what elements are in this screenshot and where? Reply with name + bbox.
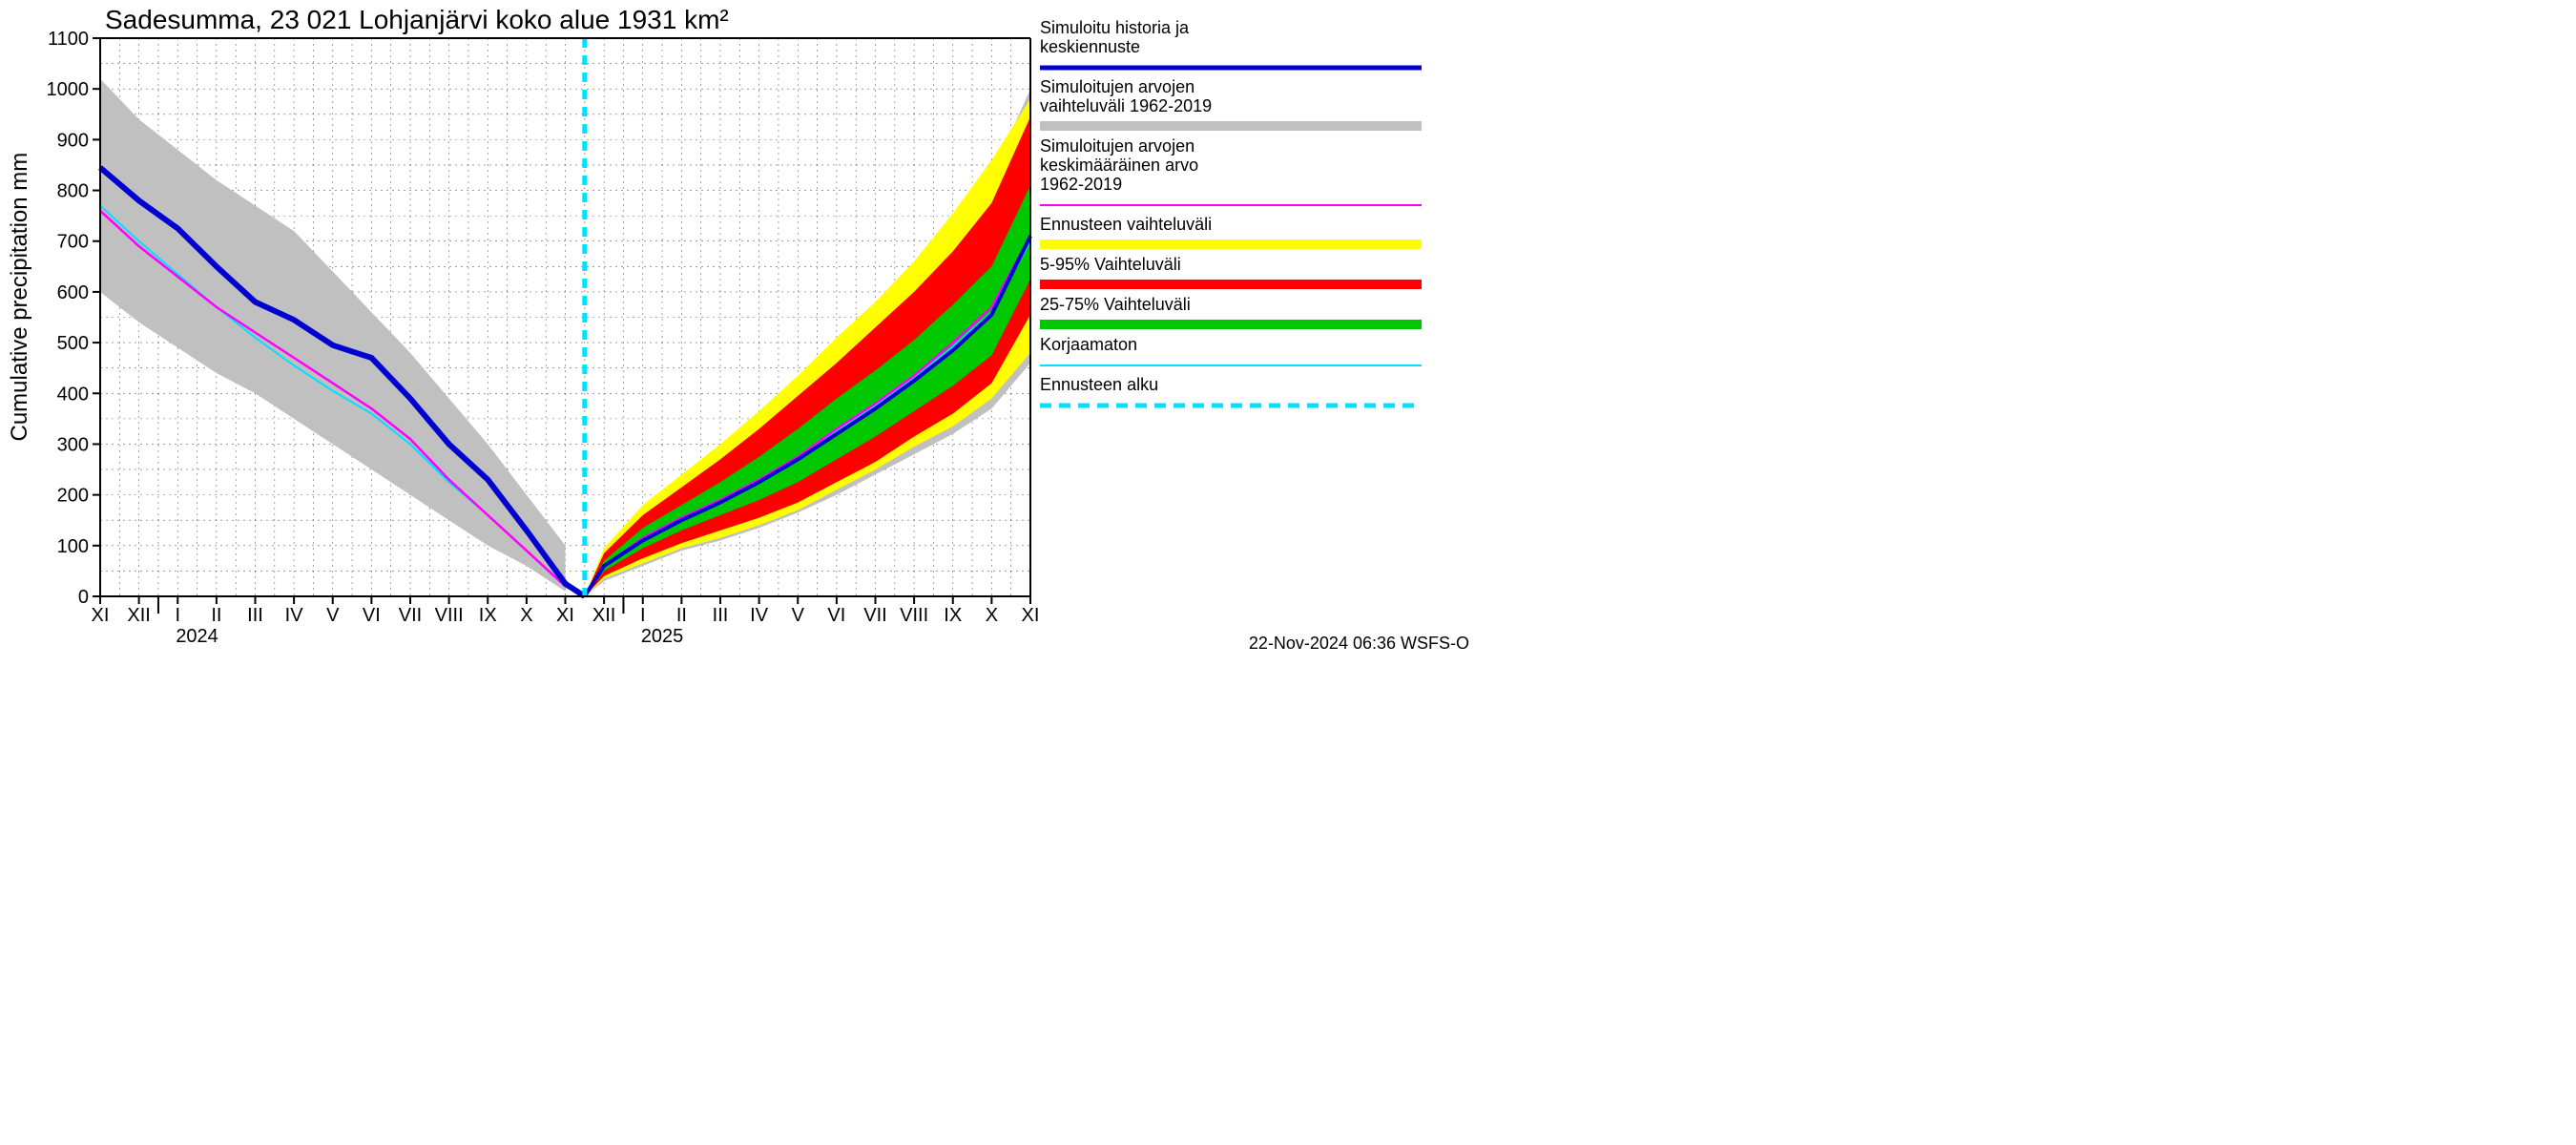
- y-axis-label: Cumulative precipitation mm: [7, 153, 32, 442]
- x-month-label: V: [792, 605, 805, 626]
- y-tick-label: 800: [57, 181, 89, 202]
- y-tick-label: 500: [57, 333, 89, 354]
- x-year-label: 2024: [176, 626, 218, 647]
- legend-label: Ennusteen alku: [1040, 375, 1158, 394]
- legend-swatch: [1040, 121, 1422, 131]
- x-month-label: IX: [479, 605, 497, 626]
- legend-swatch: [1040, 280, 1422, 289]
- x-month-label: I: [640, 605, 646, 626]
- legend-label: Simuloitujen arvojen: [1040, 136, 1195, 156]
- legend-label: 5-95% Vaihteluväli: [1040, 255, 1181, 274]
- legend-swatch: [1040, 239, 1422, 249]
- y-tick-label: 1100: [48, 29, 89, 50]
- x-month-label: VI: [363, 605, 381, 626]
- x-month-label: VIII: [900, 605, 928, 626]
- y-tick-label: 1000: [47, 79, 90, 100]
- x-month-label: III: [247, 605, 263, 626]
- legend-label: 1962-2019: [1040, 175, 1122, 194]
- y-tick-label: 300: [57, 434, 89, 455]
- x-month-label: VII: [863, 605, 886, 626]
- x-month-label: XI: [556, 605, 574, 626]
- legend-swatch: [1040, 320, 1422, 329]
- legend-label: keskiennuste: [1040, 37, 1140, 56]
- chart-footer: 22-Nov-2024 06:36 WSFS-O: [1249, 634, 1469, 653]
- legend-label: Korjaamaton: [1040, 335, 1137, 354]
- x-month-label: XII: [592, 605, 615, 626]
- legend-label: Simuloitu historia ja: [1040, 18, 1190, 37]
- x-month-label: VIII: [435, 605, 464, 626]
- y-tick-label: 900: [57, 130, 89, 151]
- x-month-label: II: [211, 605, 221, 626]
- x-month-label: IX: [944, 605, 962, 626]
- x-month-label: X: [986, 605, 998, 626]
- legend-label: keskimääräinen arvo: [1040, 156, 1198, 175]
- x-month-label: XI: [1022, 605, 1040, 626]
- y-tick-label: 600: [57, 282, 89, 303]
- x-year-label: 2025: [641, 626, 684, 647]
- x-month-label: VII: [399, 605, 422, 626]
- x-month-label: I: [175, 605, 180, 626]
- legend-label: Simuloitujen arvojen: [1040, 77, 1195, 96]
- x-month-label: XI: [92, 605, 110, 626]
- x-month-label: II: [676, 605, 687, 626]
- legend-label: vaihteluväli 1962-2019: [1040, 96, 1212, 115]
- precipitation-chart: 010020030040050060070080090010001100XIXI…: [0, 0, 1479, 658]
- y-tick-label: 0: [78, 587, 89, 608]
- x-month-label: X: [520, 605, 532, 626]
- chart-container: 010020030040050060070080090010001100XIXI…: [0, 0, 1479, 658]
- x-month-label: V: [326, 605, 340, 626]
- y-tick-label: 100: [57, 536, 89, 557]
- chart-title: Sadesumma, 23 021 Lohjanjärvi koko alue …: [105, 5, 729, 34]
- y-tick-label: 700: [57, 232, 89, 253]
- x-month-label: IV: [285, 605, 304, 626]
- legend-label: 25-75% Vaihteluväli: [1040, 295, 1191, 314]
- x-month-label: IV: [750, 605, 769, 626]
- x-month-label: VI: [827, 605, 845, 626]
- legend-label: Ennusteen vaihteluväli: [1040, 215, 1212, 234]
- x-month-label: XII: [127, 605, 150, 626]
- y-tick-label: 200: [57, 486, 89, 507]
- x-month-label: III: [713, 605, 729, 626]
- y-tick-label: 400: [57, 384, 89, 405]
